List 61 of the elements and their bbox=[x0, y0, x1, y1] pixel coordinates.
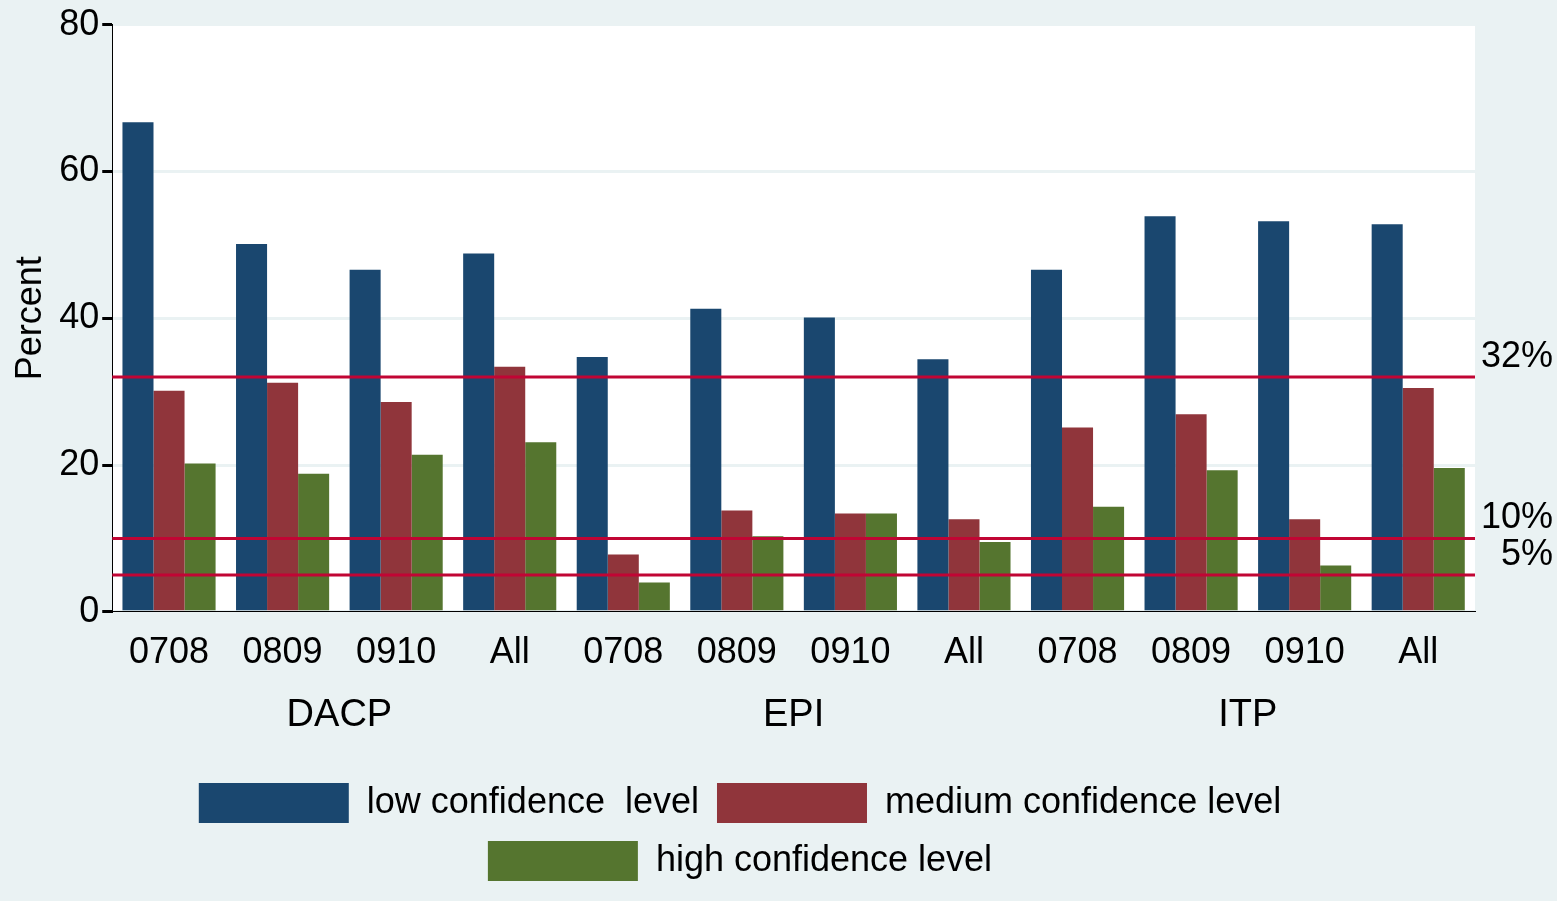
bar bbox=[1371, 224, 1403, 611]
bar bbox=[298, 473, 330, 611]
x-tick-label: 0809 bbox=[696, 630, 777, 672]
bar bbox=[721, 510, 753, 611]
legend-label: low confidence level bbox=[366, 779, 699, 821]
bar bbox=[267, 382, 299, 611]
text: ITP bbox=[1218, 692, 1278, 735]
x-tick-label: 0809 bbox=[242, 630, 323, 672]
bar bbox=[153, 390, 185, 611]
bar bbox=[1175, 414, 1207, 611]
bar bbox=[1062, 427, 1094, 611]
y-tick-label: 20 bbox=[59, 441, 100, 483]
bar bbox=[184, 463, 216, 611]
y-tick-label: 0 bbox=[79, 588, 100, 630]
y-tick-label: 40 bbox=[59, 295, 100, 337]
ref-line-label: 32% bbox=[1480, 333, 1553, 375]
bar bbox=[1093, 506, 1125, 611]
x-tick-label: All bbox=[943, 630, 984, 672]
bar bbox=[122, 122, 154, 611]
bar bbox=[1433, 467, 1465, 611]
bar bbox=[834, 513, 866, 611]
x-tick-label: 0910 bbox=[810, 630, 891, 672]
legend-label: medium confidence level bbox=[884, 779, 1282, 821]
bar bbox=[1320, 565, 1352, 611]
bar bbox=[236, 244, 268, 611]
bar bbox=[865, 513, 897, 611]
x-tick-label: 0910 bbox=[1264, 630, 1345, 672]
y-tick-label: 60 bbox=[59, 148, 100, 190]
bar bbox=[752, 536, 784, 611]
bar bbox=[607, 554, 639, 611]
x-tick-label: 0708 bbox=[583, 630, 664, 672]
bar bbox=[979, 542, 1011, 611]
text: EPI bbox=[763, 692, 825, 735]
x-tick-label: 0708 bbox=[1037, 630, 1118, 672]
bar bbox=[1289, 519, 1321, 611]
bar bbox=[1030, 269, 1063, 611]
bar bbox=[803, 317, 835, 611]
bar bbox=[494, 366, 526, 611]
bar bbox=[411, 454, 443, 611]
bar bbox=[638, 582, 670, 611]
x-tick-label: 0708 bbox=[128, 630, 210, 672]
text: DACP bbox=[286, 692, 393, 735]
bar bbox=[525, 442, 557, 611]
bar bbox=[1144, 216, 1176, 611]
bar bbox=[349, 269, 381, 611]
bar bbox=[576, 357, 608, 611]
x-tick-label: All bbox=[1398, 630, 1439, 672]
y-tick-label: 80 bbox=[59, 1, 100, 43]
bar bbox=[917, 359, 949, 611]
y-axis-title: Percent bbox=[7, 256, 49, 381]
x-tick-label: 0809 bbox=[1151, 630, 1232, 672]
legend-label: high confidence level bbox=[655, 837, 993, 879]
x-tick-label: All bbox=[489, 630, 530, 672]
bar bbox=[690, 308, 722, 611]
bar bbox=[1258, 221, 1290, 611]
bar bbox=[380, 401, 412, 611]
bar bbox=[463, 253, 495, 611]
x-tick-label: 0910 bbox=[356, 630, 437, 672]
bar bbox=[1402, 387, 1434, 611]
bar bbox=[948, 519, 980, 611]
bar bbox=[1206, 470, 1238, 611]
